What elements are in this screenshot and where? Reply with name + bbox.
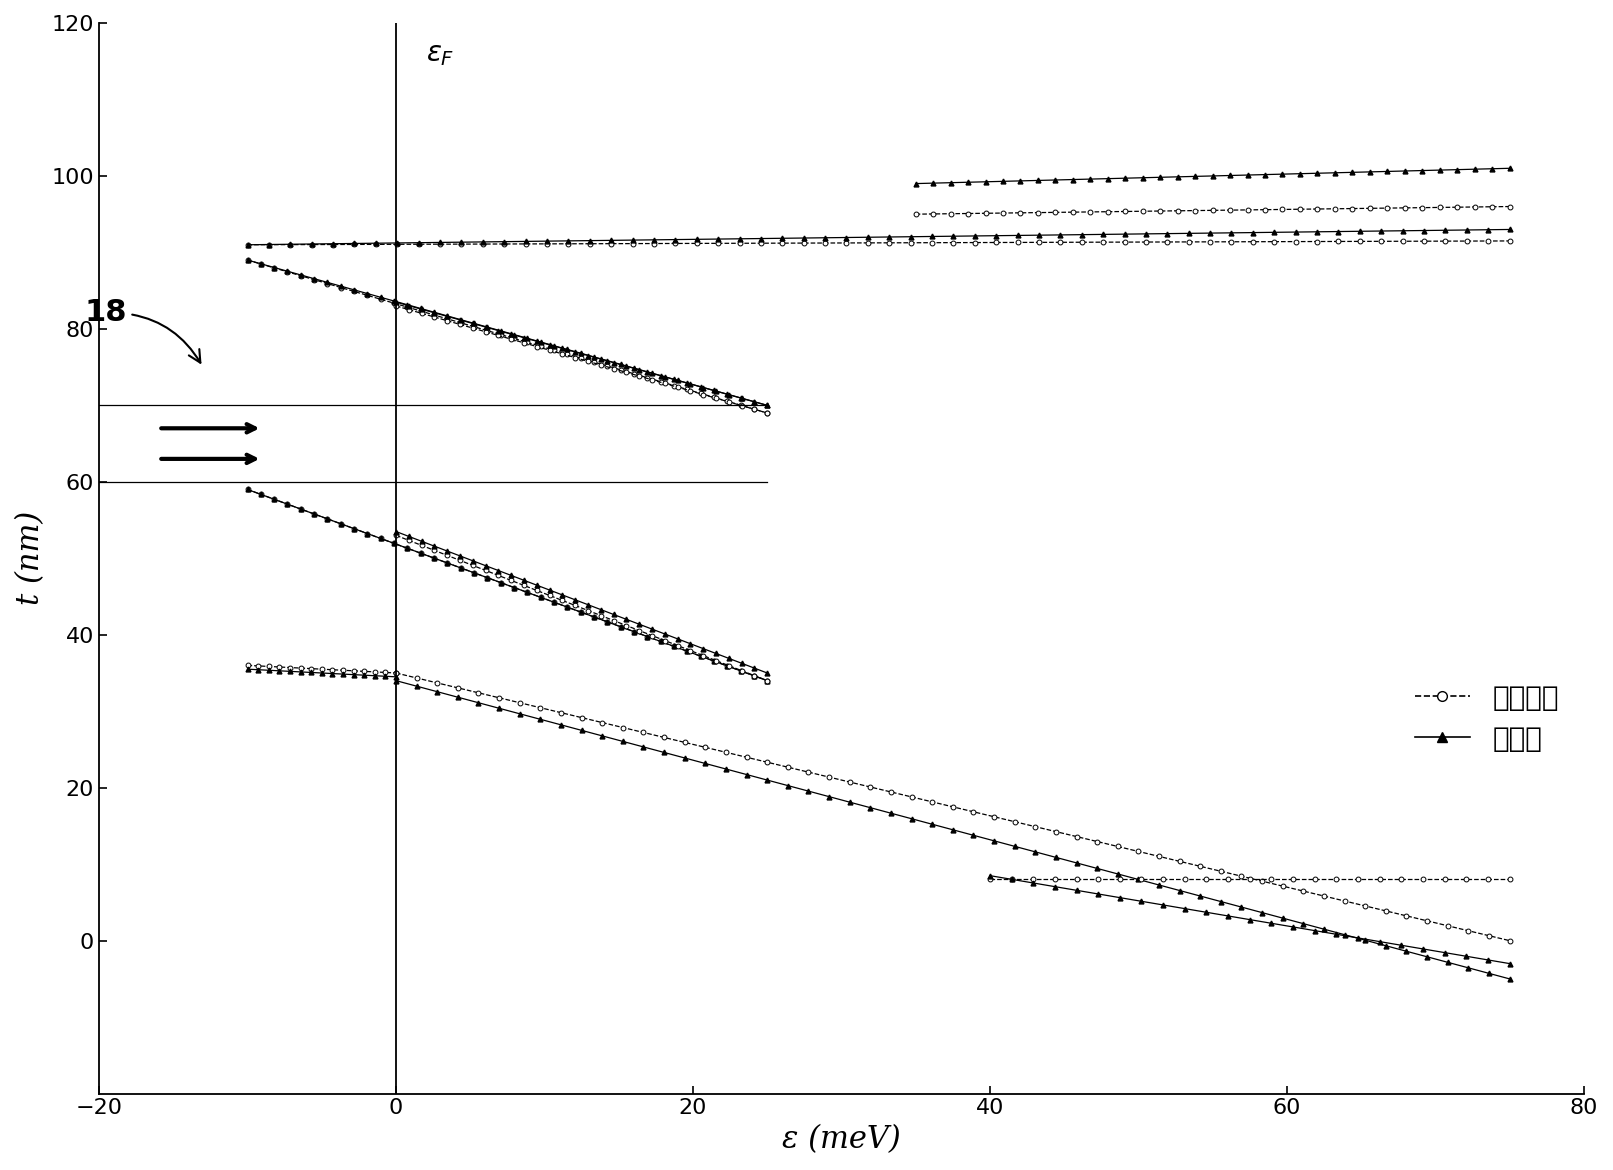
Text: $\varepsilon_F$: $\varepsilon_F$	[426, 41, 455, 68]
Text: 18: 18	[84, 298, 200, 363]
X-axis label: ε (meV): ε (meV)	[782, 1124, 900, 1155]
Legend: 非照射的, 照射的: 非照射的, 照射的	[1403, 674, 1569, 764]
Y-axis label: t (nm): t (nm)	[15, 511, 47, 605]
